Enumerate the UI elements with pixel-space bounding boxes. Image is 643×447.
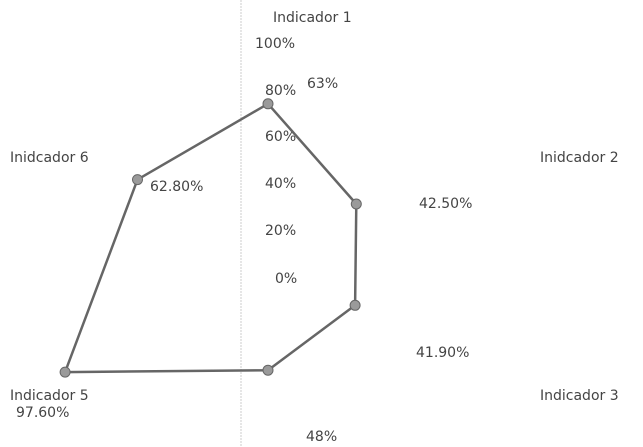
category-label-6: Inidcador 6 (10, 150, 89, 166)
data-label-4: 48% (306, 429, 337, 445)
radial-tick-label-40: 40% (265, 176, 296, 192)
category-label-5: Indicador 5 (10, 388, 89, 404)
series-polygon (63, 102, 358, 374)
category-label-3: Indicador 3 (540, 388, 619, 404)
data-label-3: 41.90% (416, 345, 469, 361)
data-label-6: 62.80% (150, 179, 203, 195)
data-label-1: 63% (307, 76, 338, 92)
data-point-4 (262, 364, 274, 376)
data-point-5 (59, 366, 71, 378)
data-label-2: 42.50% (419, 196, 472, 212)
category-label-1: Indicador 1 (273, 10, 352, 26)
data-label-5: 97.60% (16, 405, 69, 421)
data-point-1 (262, 98, 274, 110)
data-point-6 (132, 174, 143, 186)
data-point-2 (350, 198, 362, 210)
radial-tick-label-80: 80% (265, 83, 296, 99)
radial-tick-label-100: 100% (255, 36, 295, 52)
data-point-3 (349, 299, 361, 311)
category-label-2: Inidcador 2 (540, 150, 619, 166)
radial-tick-label-20: 20% (265, 223, 296, 239)
radial-tick-label-60: 60% (265, 129, 296, 145)
radial-tick-label-0: 0% (275, 271, 297, 287)
